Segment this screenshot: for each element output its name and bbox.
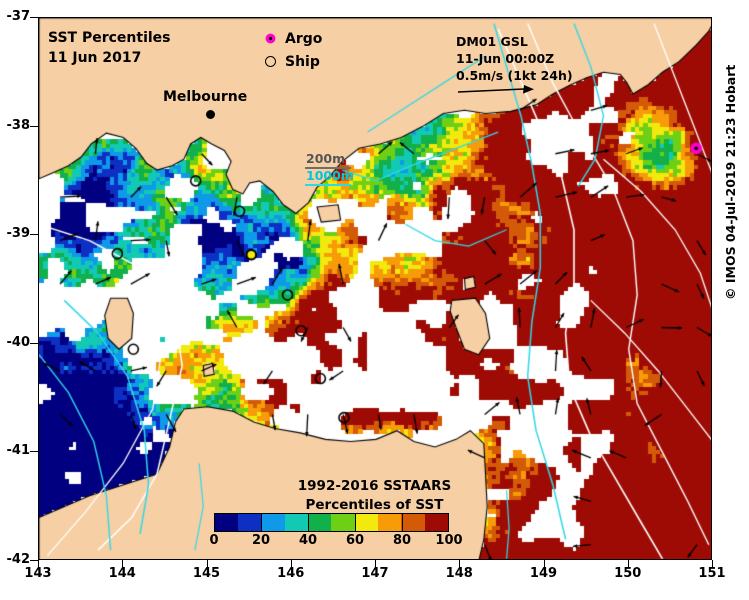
current-model-label: DM01 GSL xyxy=(456,34,528,49)
current-model-time: 11-Jun 00:00Z xyxy=(456,51,555,66)
copyright-text: © IMOS 04-Jul-2019 21:23 Hobart xyxy=(723,64,738,300)
x-tick-mark xyxy=(375,560,376,568)
x-tick-mark xyxy=(543,560,545,568)
x-tick-mark xyxy=(38,560,39,568)
y-tick-label: -42 xyxy=(6,552,31,567)
colorbar-tick-label: 0 xyxy=(209,533,219,548)
x-tick-mark xyxy=(206,560,208,568)
colorbar-tick-label: 20 xyxy=(251,533,271,548)
city-marker-melbourne xyxy=(206,110,215,119)
colorbar-band xyxy=(215,514,239,531)
y-tick-mark xyxy=(30,17,38,18)
x-tick-label: 144 xyxy=(108,566,136,581)
current-scale-label: 0.5m/s (1kt 24h) xyxy=(456,68,573,83)
x-tick-label: 147 xyxy=(361,566,389,581)
ship-marker-icon xyxy=(265,56,276,67)
current-scale-arrow-icon xyxy=(457,85,534,94)
x-tick-label: 148 xyxy=(445,566,473,581)
colorbar-title-line2: Percentiles of SST xyxy=(305,497,444,513)
colorbar-tick-mark xyxy=(261,513,262,532)
colorbar-band xyxy=(401,514,425,531)
colorbar[interactable] xyxy=(214,513,449,532)
colorbar-tick-label: 60 xyxy=(345,533,365,548)
colorbar-tick-label: 80 xyxy=(392,533,412,548)
sst-percentile-raster xyxy=(39,18,711,559)
copyright-notice: © IMOS 04-Jul-2019 21:23 Hobart xyxy=(723,65,743,301)
colorbar-band xyxy=(308,514,332,531)
y-tick-mark xyxy=(30,451,38,453)
y-tick-label: -39 xyxy=(6,226,31,242)
colorbar-tick-mark xyxy=(355,513,356,532)
bathymetry-1000m-label: 1000m xyxy=(306,168,354,183)
colorbar-band xyxy=(378,514,402,531)
bathymetry-200m-label: 200m xyxy=(306,151,346,166)
y-tick-mark xyxy=(30,560,38,561)
colorbar-tick-mark xyxy=(308,513,309,532)
y-tick-label: -40 xyxy=(6,334,31,350)
argo-marker-icon xyxy=(265,33,276,44)
y-tick-label: -37 xyxy=(6,9,31,24)
x-tick-mark xyxy=(290,560,292,568)
colorbar-band xyxy=(424,514,448,531)
colorbar-band xyxy=(284,514,309,531)
colorbar-band xyxy=(238,514,262,531)
colorbar-tick-label: 40 xyxy=(298,533,318,548)
y-tick-mark xyxy=(30,342,38,344)
colorbar-band xyxy=(261,514,285,531)
x-tick-label: 145 xyxy=(192,566,221,581)
bathymetry-1000m-swatch xyxy=(305,184,351,186)
y-tick-label: -41 xyxy=(6,443,31,459)
y-tick-label: -38 xyxy=(6,117,31,133)
colorbar-tick-label: 100 xyxy=(435,533,463,548)
x-tick-label: 149 xyxy=(529,566,558,581)
argo-legend-label: Argo xyxy=(285,31,323,47)
colorbar-tick-mark xyxy=(402,513,403,532)
x-tick-label: 143 xyxy=(24,566,52,581)
x-tick-label: 146 xyxy=(277,566,305,581)
y-tick-mark xyxy=(30,125,38,127)
x-tick-label: 151 xyxy=(698,566,726,581)
x-tick-mark xyxy=(627,560,629,568)
ship-legend-label: Ship xyxy=(285,54,320,70)
map-plot-area[interactable] xyxy=(38,17,712,560)
figure-title-line1: SST Percentiles xyxy=(48,30,171,46)
figure-title-line2: 11 Jun 2017 xyxy=(48,50,142,66)
city-label-melbourne: Melbourne xyxy=(163,89,248,105)
map-raster-layers xyxy=(39,18,711,559)
y-tick-mark xyxy=(30,234,38,236)
bathymetry-200m-swatch xyxy=(305,167,351,169)
x-tick-mark xyxy=(712,560,713,568)
colorbar-band xyxy=(354,514,379,531)
x-tick-label: 150 xyxy=(614,566,642,581)
colorbar-title-line1: 1992-2016 SSTAARS xyxy=(297,478,452,494)
colorbar-band xyxy=(331,514,355,531)
x-tick-mark xyxy=(459,560,461,568)
x-tick-mark xyxy=(122,560,124,568)
